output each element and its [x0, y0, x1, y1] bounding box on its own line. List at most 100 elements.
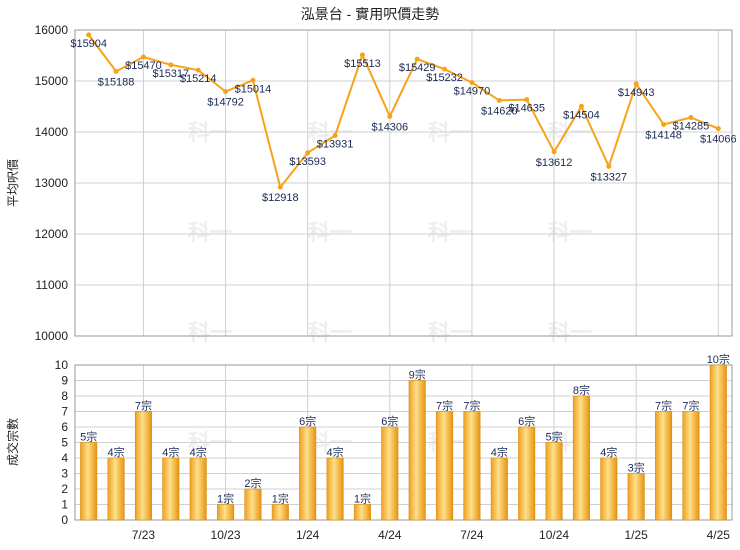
volume-bar: [463, 411, 481, 521]
volume-bar: [709, 364, 727, 521]
price-data-label: $15317: [152, 68, 189, 80]
price-data-label: $13612: [536, 157, 573, 169]
volume-bar-label: 4宗: [600, 445, 617, 459]
volume-bar-label: 4宗: [491, 445, 508, 459]
volume-y-tick-labels: 01 23 45 67 89 10: [55, 358, 69, 527]
volume-bar: [217, 504, 235, 521]
volume-bar-label: 6宗: [518, 414, 535, 428]
volume-y-tick-label: 6: [61, 420, 68, 434]
x-tick-label: 1/24: [296, 528, 320, 542]
price-point: [113, 68, 119, 74]
volume-bar-label: 5宗: [546, 430, 563, 444]
price-data-label: $14066: [700, 134, 737, 146]
volume-y-tick-label: 4: [61, 451, 68, 465]
volume-bar-label: 9宗: [409, 368, 426, 382]
x-tick-label: 10/24: [539, 528, 569, 542]
volume-bar: [299, 426, 317, 521]
price-data-label: $13327: [590, 171, 627, 183]
watermark-text: 科一: [188, 220, 232, 245]
price-point: [305, 150, 311, 156]
price-data-label: $15014: [235, 83, 272, 95]
price-point: [688, 114, 694, 120]
price-point: [661, 121, 667, 127]
price-data-label: $14792: [207, 97, 244, 109]
volume-bar: [189, 457, 207, 521]
volume-bar-label: 7宗: [655, 399, 672, 413]
price-point: [140, 54, 146, 60]
price-data-label: $15429: [399, 62, 436, 74]
price-point: [606, 163, 612, 169]
x-tick-label: 7/23: [132, 528, 156, 542]
volume-y-tick-label: 10: [55, 358, 69, 372]
volume-bar: [627, 473, 645, 521]
price-y-axis-title: 平均呎價: [6, 159, 20, 207]
price-data-label: $15904: [70, 38, 107, 50]
price-point: [715, 126, 721, 132]
price-y-tick-label: 12000: [35, 227, 69, 241]
price-y-tick-label: 11000: [36, 278, 69, 292]
volume-plot-frame: [74, 364, 733, 521]
volume-bar-label: 2宗: [244, 476, 261, 490]
volume-bar-label: 7宗: [682, 399, 699, 413]
volume-bar: [80, 442, 98, 521]
volume-bar: [436, 411, 454, 521]
volume-bar-label: 1宗: [217, 492, 234, 506]
price-point: [469, 80, 475, 86]
price-point: [496, 97, 502, 103]
price-data-label: $15470: [125, 60, 162, 72]
price-y-tick-label: 13000: [35, 176, 69, 190]
volume-bar-label: 10宗: [707, 352, 730, 366]
watermark-text: 科一: [428, 220, 472, 245]
volume-bar-label: 4宗: [327, 445, 344, 459]
volume-bar-label: 7宗: [135, 399, 152, 413]
price-data-label: $14306: [371, 121, 408, 133]
price-point: [633, 81, 639, 87]
price-point: [551, 149, 557, 155]
volume-y-tick-label: 9: [61, 374, 68, 388]
price-point: [442, 66, 448, 72]
volume-y-tick-label: 8: [61, 389, 68, 403]
volume-y-axis-title: 成交宗數: [5, 418, 20, 466]
volume-y-tick-label: 2: [61, 482, 68, 496]
volume-bar-label: 7宗: [436, 399, 453, 413]
price-point: [86, 32, 92, 38]
price-point: [578, 103, 584, 109]
price-point: [250, 77, 256, 83]
volume-y-tick-label: 1: [61, 498, 68, 512]
x-axis-tick-labels: 7/23 10/23 1/24 4/24 7/24 10/24 1/25 4/25: [132, 528, 731, 542]
volume-bar-label: 4宗: [162, 445, 179, 459]
price-series-line: [87, 34, 719, 189]
volume-y-tick-label: 0: [61, 513, 68, 527]
watermark-text: 科一: [548, 320, 592, 345]
x-tick-label: 1/25: [625, 528, 649, 542]
price-gridlines: [75, 29, 732, 337]
volume-bar-label: 1宗: [354, 492, 371, 506]
price-data-label: $15513: [344, 58, 381, 70]
watermark-text: 科一: [308, 320, 352, 345]
volume-bar: [545, 442, 563, 521]
price-point: [332, 133, 338, 139]
watermark-text: 科一: [308, 220, 352, 245]
price-y-tick-label: 16000: [35, 23, 69, 37]
volume-bar: [162, 457, 180, 521]
volume-bar: [381, 426, 399, 521]
volume-bar: [600, 457, 618, 521]
price-data-label: $12918: [262, 192, 299, 204]
volume-bar-labels: 5宗 4宗 7宗 4宗 4宗 1宗 2宗 1宗 6宗 4宗 1宗 6宗 9宗 7宗 7宗 4宗 6宗 5宗 8宗 4宗…: [80, 352, 730, 506]
volume-bars: [80, 364, 727, 521]
x-tick-label: 7/24: [460, 528, 484, 542]
price-data-label: $14635: [508, 103, 545, 115]
price-data-labels: $15904 $15188 $15470$15317$15214 $14792 $150…: [70, 38, 736, 204]
price-point: [387, 113, 393, 119]
price-data-label: $15214: [180, 73, 217, 85]
price-data-points: [86, 32, 721, 190]
volume-y-tick-label: 3: [61, 467, 68, 481]
volume-bar: [408, 380, 426, 521]
x-tick-label: 4/25: [707, 528, 731, 542]
volume-bar: [682, 411, 700, 521]
price-point: [359, 52, 365, 58]
price-plot-frame: [74, 29, 733, 337]
volume-y-tick-label: 5: [61, 436, 68, 450]
watermark-text: 科一: [188, 320, 232, 345]
